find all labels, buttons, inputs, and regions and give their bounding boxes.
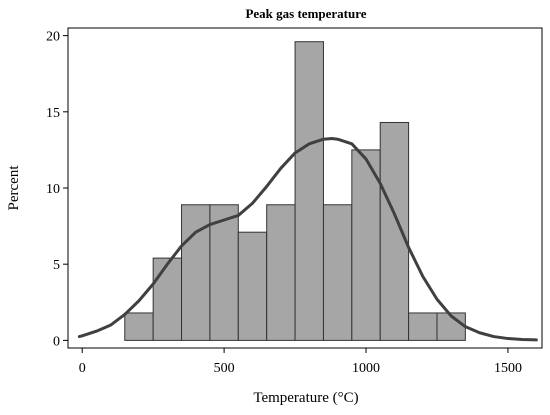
histogram-bars <box>124 41 466 341</box>
histogram-bar-8 <box>322 204 353 341</box>
y-tick-label: 15 <box>46 106 60 121</box>
histogram-bar-10 <box>379 121 410 341</box>
y-tick-label: 20 <box>46 30 60 45</box>
y-tick-label: 5 <box>53 258 60 273</box>
x-tick-label: 1500 <box>494 361 522 376</box>
histogram-bar-7 <box>294 41 324 341</box>
x-tick-label: 500 <box>214 361 235 376</box>
histogram-bar-9 <box>351 149 381 341</box>
y-axis-label: Percent <box>6 165 22 211</box>
density-curve-line <box>77 136 538 342</box>
axes-group: 0 500 1000 1500 0 5 10 15 20 <box>46 27 543 376</box>
histogram-bar-1 <box>124 312 154 341</box>
histogram-bar-6 <box>266 204 296 341</box>
y-tick-label: 0 <box>53 334 60 349</box>
histogram-bar-5 <box>237 231 268 341</box>
x-tick-label: 0 <box>79 361 86 376</box>
histogram-bar-3 <box>181 204 211 341</box>
chart-title: Peak gas temperature <box>245 6 366 21</box>
density-curve-layer <box>77 136 538 342</box>
x-axis-label: Temperature (°C) <box>253 390 358 406</box>
y-tick-label: 10 <box>46 182 60 197</box>
histogram-bar-2 <box>152 257 183 341</box>
x-tick-label: 1000 <box>352 361 380 376</box>
histogram-bar-11 <box>408 312 438 341</box>
histogram-bar-4 <box>209 204 239 341</box>
